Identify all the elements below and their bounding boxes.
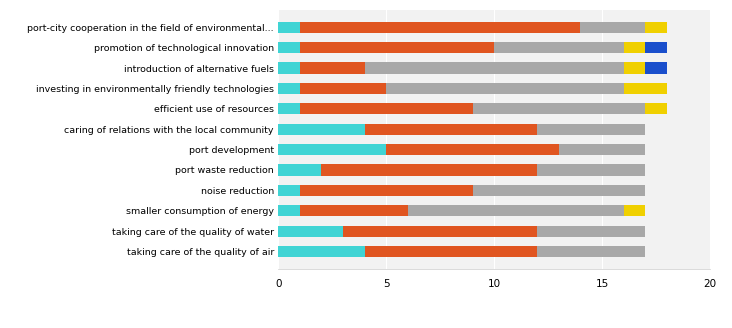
Bar <box>537 226 646 237</box>
Bar <box>278 83 300 94</box>
Bar <box>278 226 343 237</box>
Bar <box>278 205 300 216</box>
Bar <box>300 205 408 216</box>
Bar <box>624 83 667 94</box>
Bar <box>408 205 624 216</box>
Bar <box>494 42 624 53</box>
Bar <box>278 164 321 175</box>
Bar <box>300 62 365 73</box>
Bar <box>537 164 646 175</box>
Bar <box>300 42 494 53</box>
Bar <box>624 205 646 216</box>
Bar <box>343 226 537 237</box>
Bar <box>646 42 667 53</box>
Bar <box>300 22 580 33</box>
Bar <box>624 62 646 73</box>
Bar <box>473 185 646 196</box>
Bar <box>321 164 537 175</box>
Bar <box>278 124 365 135</box>
Bar <box>278 42 300 53</box>
Bar <box>473 103 646 114</box>
Bar <box>365 124 537 135</box>
Bar <box>300 103 473 114</box>
Bar <box>278 22 300 33</box>
Bar <box>537 246 646 257</box>
Bar <box>580 22 646 33</box>
Bar <box>646 103 667 114</box>
Bar <box>278 185 300 196</box>
Bar <box>300 185 473 196</box>
Bar <box>646 62 667 73</box>
Bar <box>646 22 667 33</box>
Bar <box>624 42 646 53</box>
Bar <box>365 246 537 257</box>
Bar <box>278 144 386 155</box>
Bar <box>300 83 386 94</box>
Bar <box>386 83 624 94</box>
Bar <box>386 144 559 155</box>
Bar <box>278 103 300 114</box>
Bar <box>365 62 624 73</box>
Bar <box>278 62 300 73</box>
Bar <box>537 124 646 135</box>
Bar <box>559 144 646 155</box>
Bar <box>278 246 365 257</box>
